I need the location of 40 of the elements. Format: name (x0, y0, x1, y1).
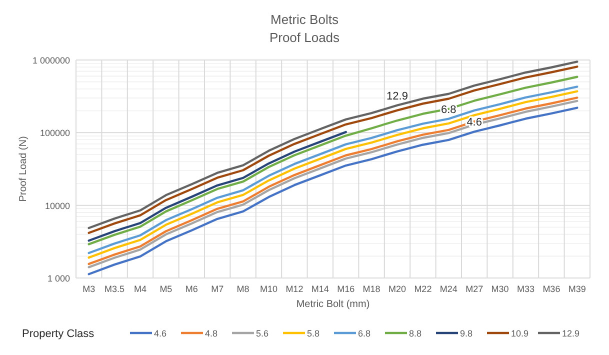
x-tick-label: M12 (286, 284, 304, 294)
legend-label: 4.8 (205, 328, 218, 338)
x-tick-label: M20 (388, 284, 406, 294)
legend-label: 5.8 (307, 328, 320, 338)
line-series (88, 130, 347, 242)
x-tick-label: M10 (260, 284, 278, 294)
x-tick-label: M8 (236, 284, 250, 294)
x-tick-label: M16 (337, 284, 355, 294)
x-tick-label: M30 (491, 284, 509, 294)
y-tick-label: 1 000 (47, 274, 70, 284)
x-tick-label: M24 (440, 284, 458, 294)
legend-label: 4.6 (154, 328, 167, 338)
x-tick-label: M3.5 (104, 284, 125, 294)
x-tick-label: M39 (568, 284, 586, 294)
x-tick-label: M14 (311, 284, 329, 294)
legend-label: 5.6 (256, 328, 269, 338)
x-tick-label: M36 (542, 284, 560, 294)
annotation: 12.9 (386, 90, 408, 102)
legend-label: 6.8 (358, 328, 371, 338)
y-tick-label: 100000 (40, 128, 70, 138)
x-tick-label: M5 (160, 284, 172, 294)
x-axis-title: Metric Bolt (mm) (296, 299, 370, 310)
y-tick-label: 1 000000 (32, 56, 70, 66)
legend-label: 8.8 (409, 328, 422, 338)
x-tick-label: M4 (134, 284, 147, 294)
legend-title: Property Class (22, 328, 95, 340)
legend-label: 10.9 (511, 328, 529, 338)
chart-title: Metric Bolts (270, 12, 339, 27)
legend-label: 9.8 (460, 328, 473, 338)
x-tick-label: M7 (211, 284, 224, 294)
x-tick-label: M18 (362, 284, 380, 294)
legend-label: 12.9 (562, 328, 580, 338)
y-tick-label: 10000 (44, 200, 70, 211)
x-tick-label: M22 (414, 284, 432, 294)
y-axis-title: Proof Load (N) (18, 136, 29, 202)
x-tick-label: M27 (466, 284, 484, 294)
x-tick-label: M6 (185, 284, 198, 294)
x-tick-label: M33 (516, 284, 535, 294)
chart-subtitle: Proof Loads (269, 30, 340, 45)
x-tick-label: M3 (82, 284, 96, 294)
